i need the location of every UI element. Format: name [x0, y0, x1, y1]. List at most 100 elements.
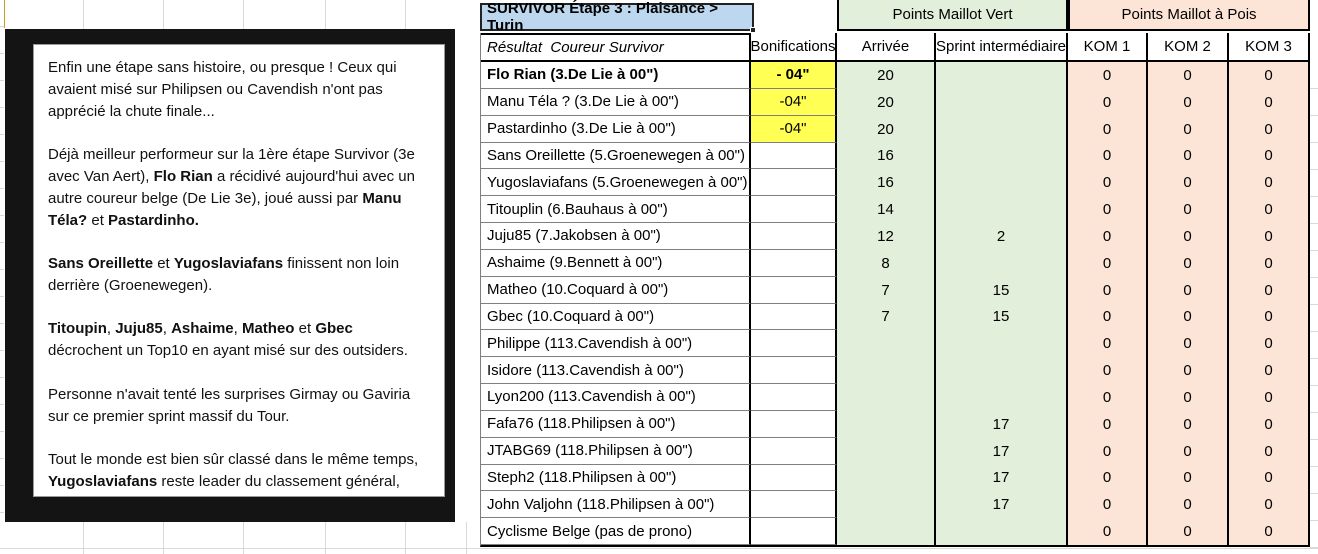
cell-sprint[interactable]: [936, 115, 1068, 143]
cell-kom3[interactable]: 0: [1229, 223, 1310, 250]
cell-kom2[interactable]: 0: [1148, 196, 1229, 223]
selection-handle[interactable]: [750, 27, 756, 33]
cell-bonif[interactable]: - 04": [751, 62, 837, 89]
cell-kom3[interactable]: 0: [1229, 169, 1310, 197]
column-header-arrivee[interactable]: Arrivée: [837, 33, 936, 62]
cell-sprint[interactable]: [936, 142, 1068, 170]
cell-sprint[interactable]: 15: [936, 276, 1068, 304]
cell-kom1[interactable]: 0: [1068, 410, 1148, 438]
column-header-sprint-intermediaire[interactable]: Sprint intermédiaire: [936, 33, 1068, 62]
cell-bonif[interactable]: [751, 384, 837, 411]
cell-kom3[interactable]: 0: [1229, 88, 1310, 116]
column-header-kom2[interactable]: KOM 2: [1148, 33, 1229, 62]
cell-kom2[interactable]: 0: [1148, 88, 1229, 116]
cell-kom2[interactable]: 0: [1148, 491, 1229, 519]
cell-arr[interactable]: 14: [837, 196, 936, 223]
cell-kom1[interactable]: 0: [1068, 196, 1148, 223]
cell-arr[interactable]: [837, 384, 936, 411]
cell-sprint[interactable]: 17: [936, 437, 1068, 465]
cell-arr[interactable]: 20: [837, 62, 936, 89]
cell-kom1[interactable]: 0: [1068, 518, 1148, 545]
cell-sprint[interactable]: [936, 384, 1068, 411]
cell-sprint[interactable]: [936, 196, 1068, 223]
cell-name[interactable]: Titouplin (6.Bauhaus à 00"): [481, 196, 751, 223]
cell-sprint[interactable]: 17: [936, 491, 1068, 519]
cell-kom3[interactable]: 0: [1229, 142, 1310, 170]
cell-kom1[interactable]: 0: [1068, 249, 1148, 277]
cell-sprint[interactable]: [936, 88, 1068, 116]
cell-name[interactable]: Gbec (10.Coquard à 00"): [481, 303, 751, 331]
cell-arr[interactable]: 7: [837, 276, 936, 304]
cell-arr[interactable]: [837, 357, 936, 384]
cell-name[interactable]: Fafa76 (118.Philipsen à 00"): [481, 410, 751, 438]
cell-kom3[interactable]: 0: [1229, 357, 1310, 384]
cell-name[interactable]: Philippe (113.Cavendish à 00"): [481, 330, 751, 358]
cell-bonif[interactable]: [751, 357, 837, 384]
cell-name[interactable]: Ashaime (9.Bennett à 00"): [481, 249, 751, 277]
cell-name[interactable]: Juju85 (7.Jakobsen à 00"): [481, 223, 751, 250]
cell-kom2[interactable]: 0: [1148, 384, 1229, 411]
cell-arr[interactable]: 7: [837, 303, 936, 331]
cell-kom1[interactable]: 0: [1068, 142, 1148, 170]
cell-kom3[interactable]: 0: [1229, 249, 1310, 277]
cell-kom3[interactable]: 0: [1229, 518, 1310, 545]
cell-sprint[interactable]: [936, 169, 1068, 197]
cell-name[interactable]: Yugoslaviafans (5.Groenewegen à 00"): [481, 169, 751, 197]
cell-bonif[interactable]: -04": [751, 115, 837, 143]
cell-sprint[interactable]: [936, 249, 1068, 277]
cell-kom1[interactable]: 0: [1068, 276, 1148, 304]
cell-arr[interactable]: [837, 330, 936, 358]
cell-bonif[interactable]: [751, 276, 837, 304]
column-header-bonifications[interactable]: Bonifications: [751, 33, 837, 62]
cell-bonif[interactable]: [751, 518, 837, 545]
cell-name[interactable]: Lyon200 (113.Cavendish à 00"): [481, 384, 751, 411]
cell-name[interactable]: Manu Téla ? (3.De Lie à 00"): [481, 88, 751, 116]
cell-bonif[interactable]: [751, 330, 837, 358]
cell-kom3[interactable]: 0: [1229, 437, 1310, 465]
cell-name[interactable]: Steph2 (118.Philipsen à 00"): [481, 464, 751, 492]
cell-bonif[interactable]: [751, 491, 837, 519]
cell-bonif[interactable]: [751, 249, 837, 277]
cell-bonif[interactable]: [751, 142, 837, 170]
cell-name[interactable]: John Valjohn (118.Philipsen à 00"): [481, 491, 751, 519]
cell-bonif[interactable]: -04": [751, 88, 837, 116]
cell-arr[interactable]: [837, 464, 936, 492]
cell-kom2[interactable]: 0: [1148, 410, 1229, 438]
cell-kom2[interactable]: 0: [1148, 249, 1229, 277]
cell-kom2[interactable]: 0: [1148, 330, 1229, 358]
cell-kom2[interactable]: 0: [1148, 303, 1229, 331]
cell-arr[interactable]: 16: [837, 169, 936, 197]
cell-bonif[interactable]: [751, 410, 837, 438]
cell-sprint[interactable]: [936, 62, 1068, 89]
cell-name[interactable]: Matheo (10.Coquard à 00"): [481, 276, 751, 304]
cell-name[interactable]: Flo Rian (3.De Lie à 00"): [481, 62, 751, 89]
cell-kom1[interactable]: 0: [1068, 491, 1148, 519]
cell-kom1[interactable]: 0: [1068, 357, 1148, 384]
cell-kom2[interactable]: 0: [1148, 115, 1229, 143]
cell-bonif[interactable]: [751, 303, 837, 331]
cell-kom2[interactable]: 0: [1148, 223, 1229, 250]
cell-kom2[interactable]: 0: [1148, 276, 1229, 304]
cell-kom1[interactable]: 0: [1068, 88, 1148, 116]
cell-kom3[interactable]: 0: [1229, 491, 1310, 519]
cell-kom2[interactable]: 0: [1148, 142, 1229, 170]
column-header-resultat-coureur[interactable]: Résultat Coureur Survivor: [481, 33, 751, 62]
cell-kom2[interactable]: 0: [1148, 518, 1229, 545]
cell-bonif[interactable]: [751, 464, 837, 492]
cell-kom3[interactable]: 0: [1229, 464, 1310, 492]
cell-bonif[interactable]: [751, 223, 837, 250]
cell-sprint[interactable]: 17: [936, 410, 1068, 438]
cell-kom1[interactable]: 0: [1068, 330, 1148, 358]
cell-sprint[interactable]: [936, 357, 1068, 384]
cell-arr[interactable]: 16: [837, 142, 936, 170]
group-header-points-maillot-vert[interactable]: Points Maillot Vert: [837, 0, 1068, 31]
cell-kom2[interactable]: 0: [1148, 62, 1229, 89]
cell-name[interactable]: JTABG69 (118.Philipsen à 00"): [481, 437, 751, 465]
cell-kom1[interactable]: 0: [1068, 115, 1148, 143]
cell-kom1[interactable]: 0: [1068, 303, 1148, 331]
cell-kom3[interactable]: 0: [1229, 276, 1310, 304]
stage-title-cell[interactable]: SURVIVOR Étape 3 : Plaisance > Turin: [480, 0, 756, 34]
cell-bonif[interactable]: [751, 196, 837, 223]
cell-kom2[interactable]: 0: [1148, 169, 1229, 197]
cell-kom3[interactable]: 0: [1229, 384, 1310, 411]
